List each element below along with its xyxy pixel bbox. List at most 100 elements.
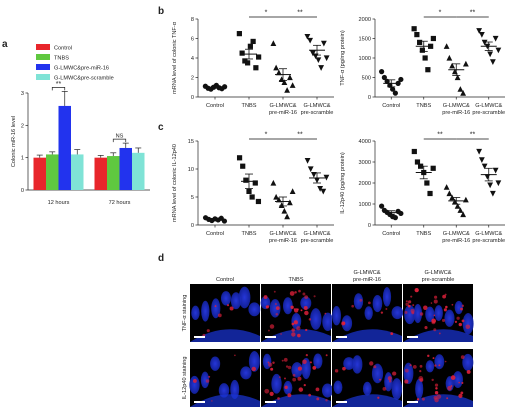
red-signal	[450, 385, 453, 387]
red-signal	[410, 308, 415, 313]
red-signal	[436, 394, 442, 399]
tissue-layer	[261, 329, 331, 342]
x-tick-label: G-LMWC& pre-miR-16	[269, 231, 297, 244]
tissue-crypt	[434, 354, 445, 370]
data-point	[398, 210, 404, 217]
x-tick-label-line: G-LMWC&	[269, 103, 296, 109]
red-signal	[302, 292, 306, 296]
data-point	[304, 33, 311, 40]
data-point	[478, 157, 485, 163]
red-signal	[404, 368, 409, 373]
red-signal	[297, 333, 301, 338]
tissue-crypt	[283, 380, 293, 395]
red-signal	[298, 387, 304, 392]
red-signal	[443, 308, 447, 312]
y-tick-label: 1500	[359, 37, 371, 43]
data-point	[278, 202, 285, 208]
x-tick-label-line: pre-miR-16	[269, 110, 297, 116]
micrograph-column-label: Control	[216, 277, 234, 283]
red-signal	[297, 376, 302, 381]
y-tick-label: 3000	[359, 160, 371, 166]
micrograph-column-label: G-LMWC& pre-miR-16	[353, 270, 381, 283]
red-signal	[275, 303, 277, 305]
chart-b-left: 0 2 4 6 8 mRNA level of colonic TNF-α Control T…	[172, 10, 334, 116]
data-point	[430, 165, 436, 171]
tissue-crypt	[343, 357, 355, 370]
tissue-crypt	[201, 300, 210, 322]
data-point	[222, 84, 228, 90]
red-signal	[294, 291, 297, 294]
red-signal	[380, 311, 384, 314]
red-signal	[229, 306, 234, 311]
tissue-crypt	[391, 306, 404, 320]
x-tick-label: G-LMWC& pre-scramble	[472, 231, 505, 244]
red-signal	[419, 364, 423, 368]
x-tick-label-line: pre-scramble	[301, 110, 334, 116]
red-signal	[434, 295, 438, 299]
x-tick-label: G-LMWC& pre-miR-16	[442, 103, 470, 116]
red-signal	[382, 386, 387, 391]
data-point	[379, 69, 385, 75]
tissue-crypt	[322, 312, 334, 332]
micrograph-image	[190, 284, 261, 342]
y-tick-label: 0	[191, 95, 194, 101]
significance-label: **	[470, 10, 476, 17]
x-tick-label-line: Control	[382, 103, 400, 109]
legend-swatch	[36, 44, 50, 50]
red-signal	[206, 329, 210, 333]
tissue-crypt	[310, 308, 322, 330]
data-point	[476, 148, 483, 155]
data-point	[275, 196, 282, 203]
data-point	[255, 198, 262, 205]
red-signal	[283, 357, 288, 362]
x-tick-label-line: Control	[382, 231, 400, 237]
x-tick-label: Control	[206, 231, 224, 237]
data-point	[457, 86, 464, 92]
column-label-line: pre-scramble	[422, 277, 455, 283]
data-point	[246, 188, 252, 194]
significance-label: **	[470, 132, 476, 139]
y-tick-label: 4000	[359, 139, 371, 145]
y-tick-label: 1000	[359, 202, 371, 208]
tissue-crypt	[218, 383, 230, 398]
red-signal	[277, 397, 280, 400]
red-signal	[405, 302, 410, 307]
chart-b-right: 0 500 1000 1500 2000 TNF-α (pg/mg protein) Con…	[340, 10, 505, 116]
red-signal	[408, 300, 412, 304]
red-signal	[305, 328, 308, 332]
red-signal	[287, 393, 292, 398]
data-point	[309, 50, 316, 57]
data-point	[454, 74, 461, 81]
red-signal	[416, 398, 420, 401]
red-signal	[269, 391, 274, 396]
red-signal	[293, 308, 299, 313]
red-signal	[325, 399, 328, 402]
red-signal	[192, 379, 197, 383]
tissue-crypt	[332, 306, 342, 326]
red-signal	[385, 308, 388, 310]
y-tick-label: 0	[368, 223, 371, 229]
x-tick-label-line: TNBS	[242, 231, 257, 237]
tissue-crypt	[462, 313, 474, 335]
red-signal	[302, 359, 307, 364]
red-signal	[268, 362, 273, 367]
tissue-layer	[190, 394, 260, 407]
y-tick-label: 1	[21, 156, 24, 162]
scale-bar	[194, 336, 205, 338]
data-point	[307, 37, 314, 44]
legend-swatch	[36, 64, 50, 70]
tissue-crypt	[434, 305, 443, 321]
legend-swatch	[36, 54, 50, 60]
tissue-layer	[332, 394, 402, 407]
red-signal	[446, 397, 449, 400]
tissue-crypt	[371, 363, 384, 384]
bar	[107, 156, 120, 190]
x-tick-label-line: G-LMWC&	[443, 103, 470, 109]
red-signal	[325, 354, 328, 357]
data-point	[478, 32, 485, 38]
x-tick-label: G-LMWC& pre-scramble	[472, 103, 505, 116]
data-point	[427, 190, 433, 197]
red-signal	[458, 393, 463, 398]
red-signal	[433, 328, 437, 332]
y-tick-label: 0	[21, 188, 24, 194]
